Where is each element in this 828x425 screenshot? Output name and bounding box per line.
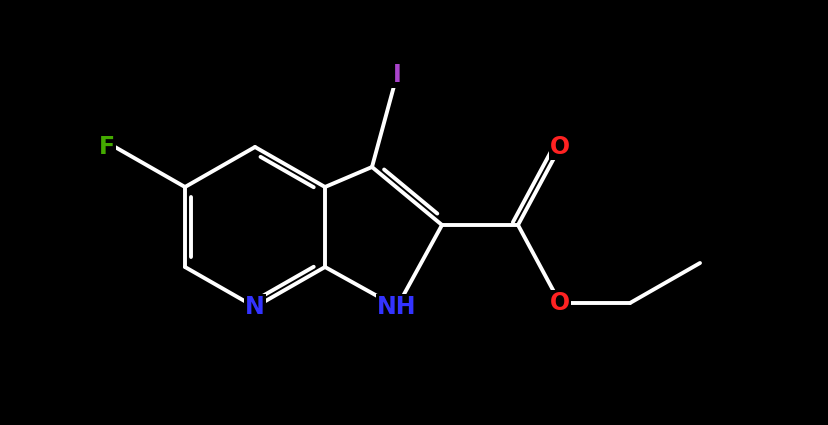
Text: O: O [549, 135, 570, 159]
Text: O: O [549, 291, 570, 315]
Text: NH: NH [377, 295, 416, 319]
Text: N: N [245, 295, 265, 319]
Text: F: F [99, 135, 115, 159]
Text: I: I [392, 63, 401, 87]
